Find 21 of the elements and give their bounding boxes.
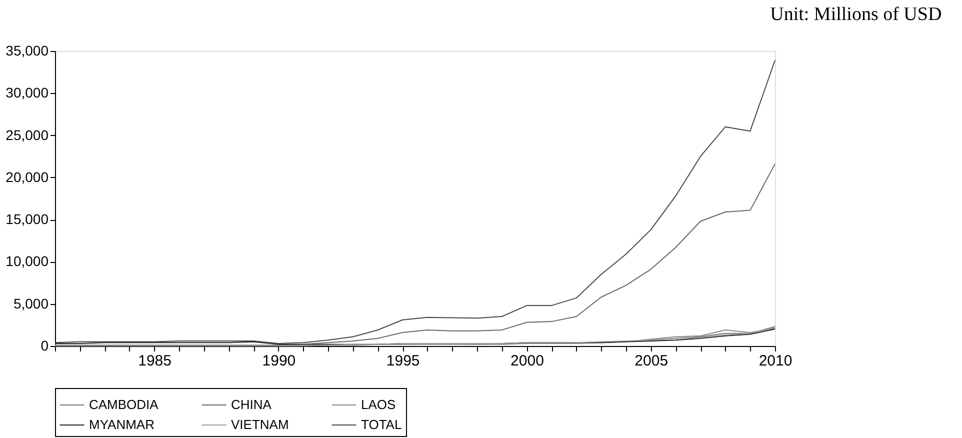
- legend-label: VIETNAM: [231, 417, 289, 432]
- legend-label: MYANMAR: [89, 417, 154, 432]
- y-tick-label: 30,000: [6, 84, 49, 101]
- x-tick-label: 1990: [262, 352, 296, 370]
- x-tick-label: 2005: [634, 352, 668, 370]
- x-tick-label: 1995: [386, 352, 420, 370]
- y-tick-label: 35,000: [6, 42, 49, 58]
- legend-label: CAMBODIA: [89, 397, 159, 412]
- y-tick-label: 10,000: [6, 253, 49, 270]
- legend-label: TOTAL: [361, 417, 402, 432]
- x-tick-label: 2010: [758, 352, 792, 370]
- y-tick-label: 25,000: [6, 126, 49, 143]
- legend-label: LAOS: [361, 397, 396, 412]
- y-tick-label: 15,000: [6, 211, 49, 228]
- y-tick-label: 0: [40, 338, 49, 354]
- text: Unit: Millions of USD: [770, 4, 942, 25]
- y-tick-label: 5,000: [13, 295, 49, 312]
- legend-label: CHINA: [231, 397, 272, 412]
- y-tick-label: 20,000: [6, 168, 49, 185]
- x-tick-label: 2000: [510, 352, 544, 370]
- x-tick-label: 1985: [138, 352, 172, 370]
